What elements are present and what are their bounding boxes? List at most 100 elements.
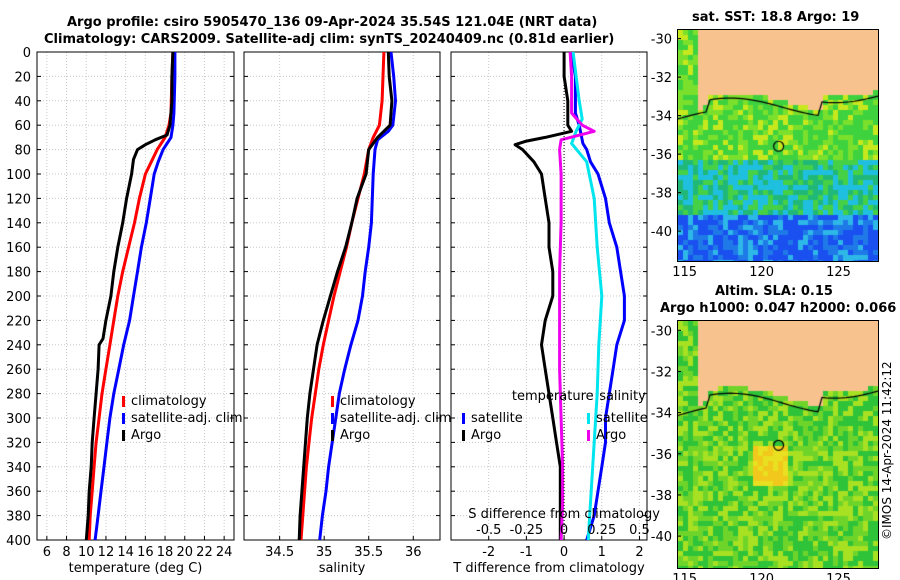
sla-map-title-line2: Argo h1000: 0.047 h2000: 0.066 [660,301,897,316]
x-tick-label: 1 [598,545,606,560]
sla-map [677,320,879,569]
secondary-tick-label: 0 [560,523,568,538]
plot-frame [36,51,235,541]
depth-tick-label: 260 [6,363,31,378]
legend-label: Argo [340,428,370,443]
panel-salinity: 34.5 35 35.5 36 salinity climatology satellite… [243,51,452,576]
depth-tick-label: 240 [6,339,31,354]
legend-label: Argo [471,428,501,443]
x-tick-label: 20 [176,545,193,560]
map-lon-label: 115 [672,572,697,580]
plot-area [451,52,647,540]
legend-title-salinity: salinity [599,389,646,404]
legend-swatch [122,430,125,441]
x-tick-label: 35 [316,545,333,560]
depth-tick-label: 0 [23,46,31,61]
series-line-satellite-adj-clim [318,51,397,541]
x-tick-label: 2 [635,545,643,560]
legend-label: climatology [131,394,207,409]
legend-swatch [331,413,334,424]
x-axis-label: temperature (deg C) [69,561,203,576]
depth-tick-label: 220 [6,314,31,329]
legend-swatch [462,430,465,441]
legend-label: satellite-adj. clim [340,411,452,426]
legend-label: satellite [596,411,648,426]
x-tick-label: 10 [78,545,95,560]
depth-tick-label: 380 [6,510,31,525]
panel-differences: -2 -1 0 1 2T difference from climatology temp… [450,51,660,576]
panel-temperature: 6 8 10 12 14 16 18 20 22 24 temperature (deg C) cli… [36,51,243,576]
legend-swatch [122,413,125,424]
x-tick-label: 0 [560,545,568,560]
map-lon-label: 125 [826,572,851,580]
plot-frame [243,51,441,541]
depth-tick-label: 60 [14,119,31,134]
x-tick-label: -2 [482,545,495,560]
map-lat-label: -30 [651,33,672,48]
depth-tick-label: 360 [6,485,31,500]
x-tick-label: 36 [405,545,422,560]
depth-tick-label: 160 [6,241,31,256]
secondary-tick-label: 0.25 [587,523,616,538]
x-tick-label: 6 [43,545,51,560]
x-tick-label: 35.5 [354,545,383,560]
depth-tick-label: 340 [6,461,31,476]
depth-tick-label: 100 [6,168,31,183]
map-lon-label: 120 [749,572,774,580]
legend-title-temperature: temperature [512,389,594,404]
series-line-argo [84,51,175,541]
legend-swatch [331,396,334,407]
map-lon-label: 120 [749,265,774,280]
depth-tick-label: 300 [6,412,31,427]
x-tick-label: 24 [216,545,233,560]
series-line-satellite-adj-clim [93,52,177,541]
x-tick-label: -1 [520,545,533,560]
sla-map-title-line1: Altim. SLA: 0.15 [715,284,833,299]
depth-tick-label: 280 [6,388,31,403]
secondary-tick-label: -0.25 [510,523,544,538]
legend-label: satellite-adj. clim [131,411,243,426]
sst-map [677,29,879,262]
map-lat-label: -38 [651,187,672,202]
depth-tick-label: 180 [6,266,31,281]
depth-tick-label: 140 [6,217,31,232]
x-tick-label: 22 [196,545,213,560]
depth-tick-label: 20 [14,70,31,85]
depth-tick-label: 120 [6,192,31,207]
map-lat-label: -32 [651,365,672,380]
legend-label: climatology [340,394,416,409]
depth-tick-label: 40 [14,95,31,110]
series-line-argo [297,51,394,541]
map-lat-label: -38 [651,489,672,504]
legend-label: satellite [471,411,523,426]
sst-map-title: sat. SST: 18.8 Argo: 19 [692,10,860,25]
plot-area [244,52,440,540]
x-tick-label: 12 [98,545,115,560]
x-tick-label: 16 [137,545,154,560]
legend-swatch [331,430,334,441]
figure-title-line2: Climatology: CARS2009. Satellite-adj cli… [44,32,615,47]
series-line-climatology [299,51,386,541]
depth-tick-label: 80 [14,144,31,159]
legend-label: Argo [131,428,161,443]
sst-map-image [678,30,878,261]
map-lat-label: -34 [651,110,672,125]
series-line-salinity-argo [558,51,596,541]
x-axis-label: salinity [319,561,366,576]
x-axis-label: T difference from climatology [452,561,645,576]
depth-tick-label: 200 [6,290,31,305]
x-tick-label: 8 [62,545,70,560]
depth-tick-label: 320 [6,436,31,451]
map-lat-label: -30 [651,324,672,339]
x-tick-label: 18 [157,545,174,560]
map-lon-label: 125 [826,265,851,280]
map-lat-label: -40 [651,225,672,240]
legend-swatch [122,396,125,407]
map-lat-label: -32 [651,71,672,86]
map-lat-label: -36 [651,448,672,463]
figure-title-line1: Argo profile: csiro 5905470_136 09-Apr-2… [67,15,598,30]
x-tick-label: 34.5 [265,545,294,560]
series-line-temperature-satellite [570,51,626,541]
map-lat-label: -34 [651,407,672,422]
legend-swatch [587,430,590,441]
